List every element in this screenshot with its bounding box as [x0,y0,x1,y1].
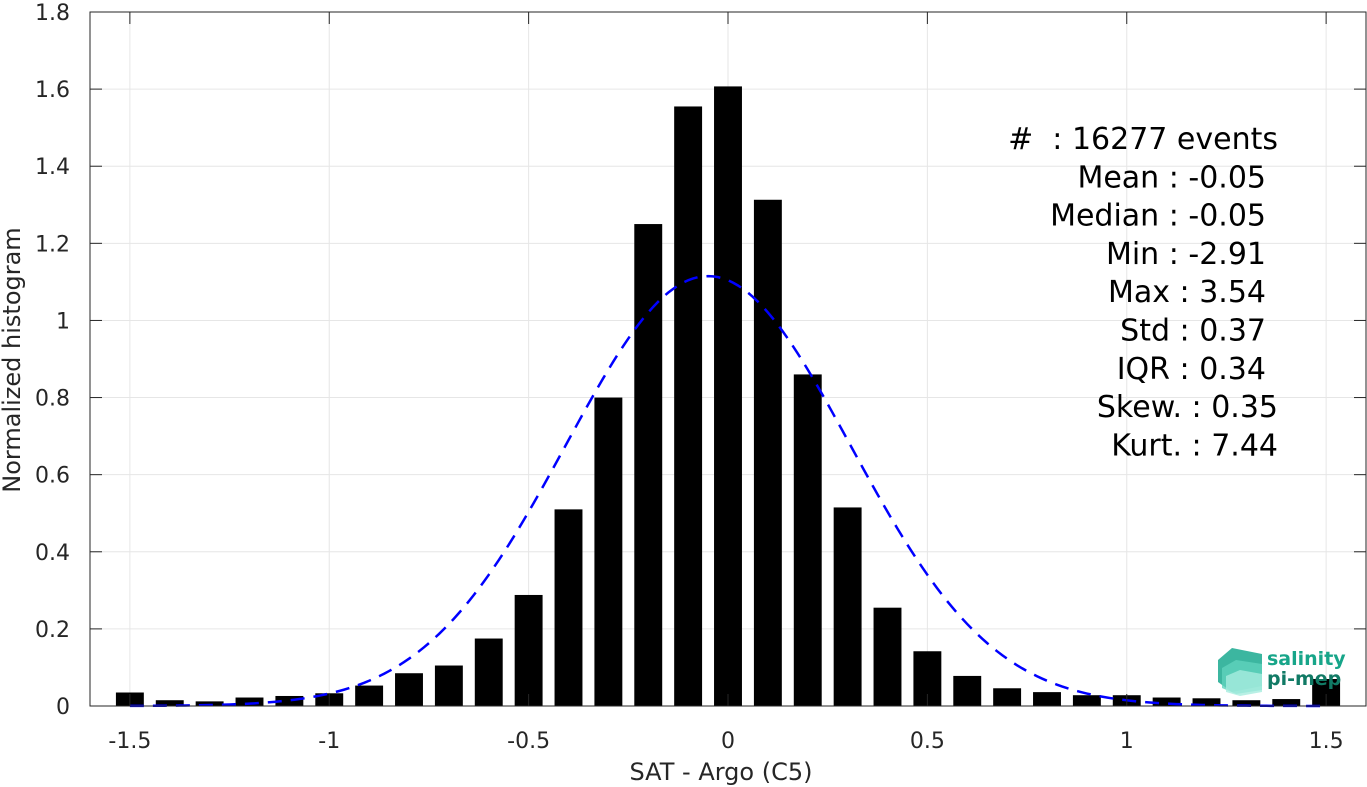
histogram-bar [554,509,583,706]
y-tick-labels: 0 0.2 0.4 0.6 0.8 1 1.2 1.4 1.6 1.8 [35,1,70,720]
histogram-bar [275,695,304,706]
histogram-bar [395,673,423,706]
x-tick-label: -0.5 [507,729,550,754]
y-tick-label: 1.4 [35,155,70,180]
histogram-bar [833,507,862,706]
histogram-bar [714,86,742,706]
x-tick-label: 1.5 [1309,729,1344,754]
salinity-pi-mep-logo: salinity pi-mep [1218,648,1346,696]
stat-line: Median : -0.05 [1050,199,1266,234]
y-tick-label: 0.6 [35,464,70,489]
histogram-bar [155,700,184,706]
x-tick-labels: -1.5 -1 -0.5 0 0.5 1 1.5 [108,729,1343,754]
y-tick-label: 0.8 [35,387,70,412]
histogram-bar [953,675,982,706]
x-tick-label: -1 [318,729,340,754]
stat-line: IQR : 0.34 [1117,352,1266,387]
histogram-bar [634,224,663,707]
histogram-bar [1072,695,1101,706]
y-tick-label: 1 [56,309,70,334]
histogram-bar [674,106,703,706]
histogram-bar [1272,699,1301,706]
logo-line1: salinity [1267,648,1346,670]
histogram-bar [195,701,224,706]
x-tick-label: 1 [1120,729,1134,754]
y-tick-label: 1.8 [35,1,70,26]
histogram-bars [115,86,1341,707]
histogram-bar [474,638,503,706]
histogram-bar [514,594,543,706]
y-tick-label: 1.6 [35,78,70,103]
histogram-bar [1033,692,1061,706]
histogram-bar [753,199,782,706]
x-tick-label: 0.5 [910,729,945,754]
stat-line: Max : 3.54 [1108,275,1266,310]
stat-line: # : 16277 events [1008,122,1278,157]
histogram-bar [235,697,264,706]
y-tick-label: 0 [56,695,70,720]
stat-line: Std : 0.37 [1120,314,1266,349]
stat-line: Kurt. : 7.44 [1111,428,1278,463]
axis-ticks [90,11,1366,707]
histogram-bar [434,665,463,706]
histogram-bar [993,688,1022,706]
y-axis-label: Normalized histogram [0,227,26,492]
x-axis-label: SAT - Argo (C5) [630,758,813,786]
histogram-bar [594,397,623,706]
histogram-bar [1152,697,1181,706]
stat-line: Min : -2.91 [1106,237,1266,272]
histogram-bar [793,374,822,706]
stat-line: Mean : -0.05 [1077,160,1266,195]
x-tick-label: 0 [721,729,735,754]
y-tick-label: 1.2 [35,232,70,257]
stat-line: Skew. : 0.35 [1097,390,1278,425]
histogram-bar [1192,698,1221,706]
wave-icon [1218,648,1262,696]
y-tick-label: 0.4 [35,541,70,566]
histogram-bar [355,685,384,706]
logo-line2: pi-mep [1267,668,1341,690]
y-tick-label: 0.2 [35,618,70,643]
histogram-bar [1232,700,1261,706]
histogram-bar [873,607,902,706]
x-tick-label: -1.5 [108,729,151,754]
